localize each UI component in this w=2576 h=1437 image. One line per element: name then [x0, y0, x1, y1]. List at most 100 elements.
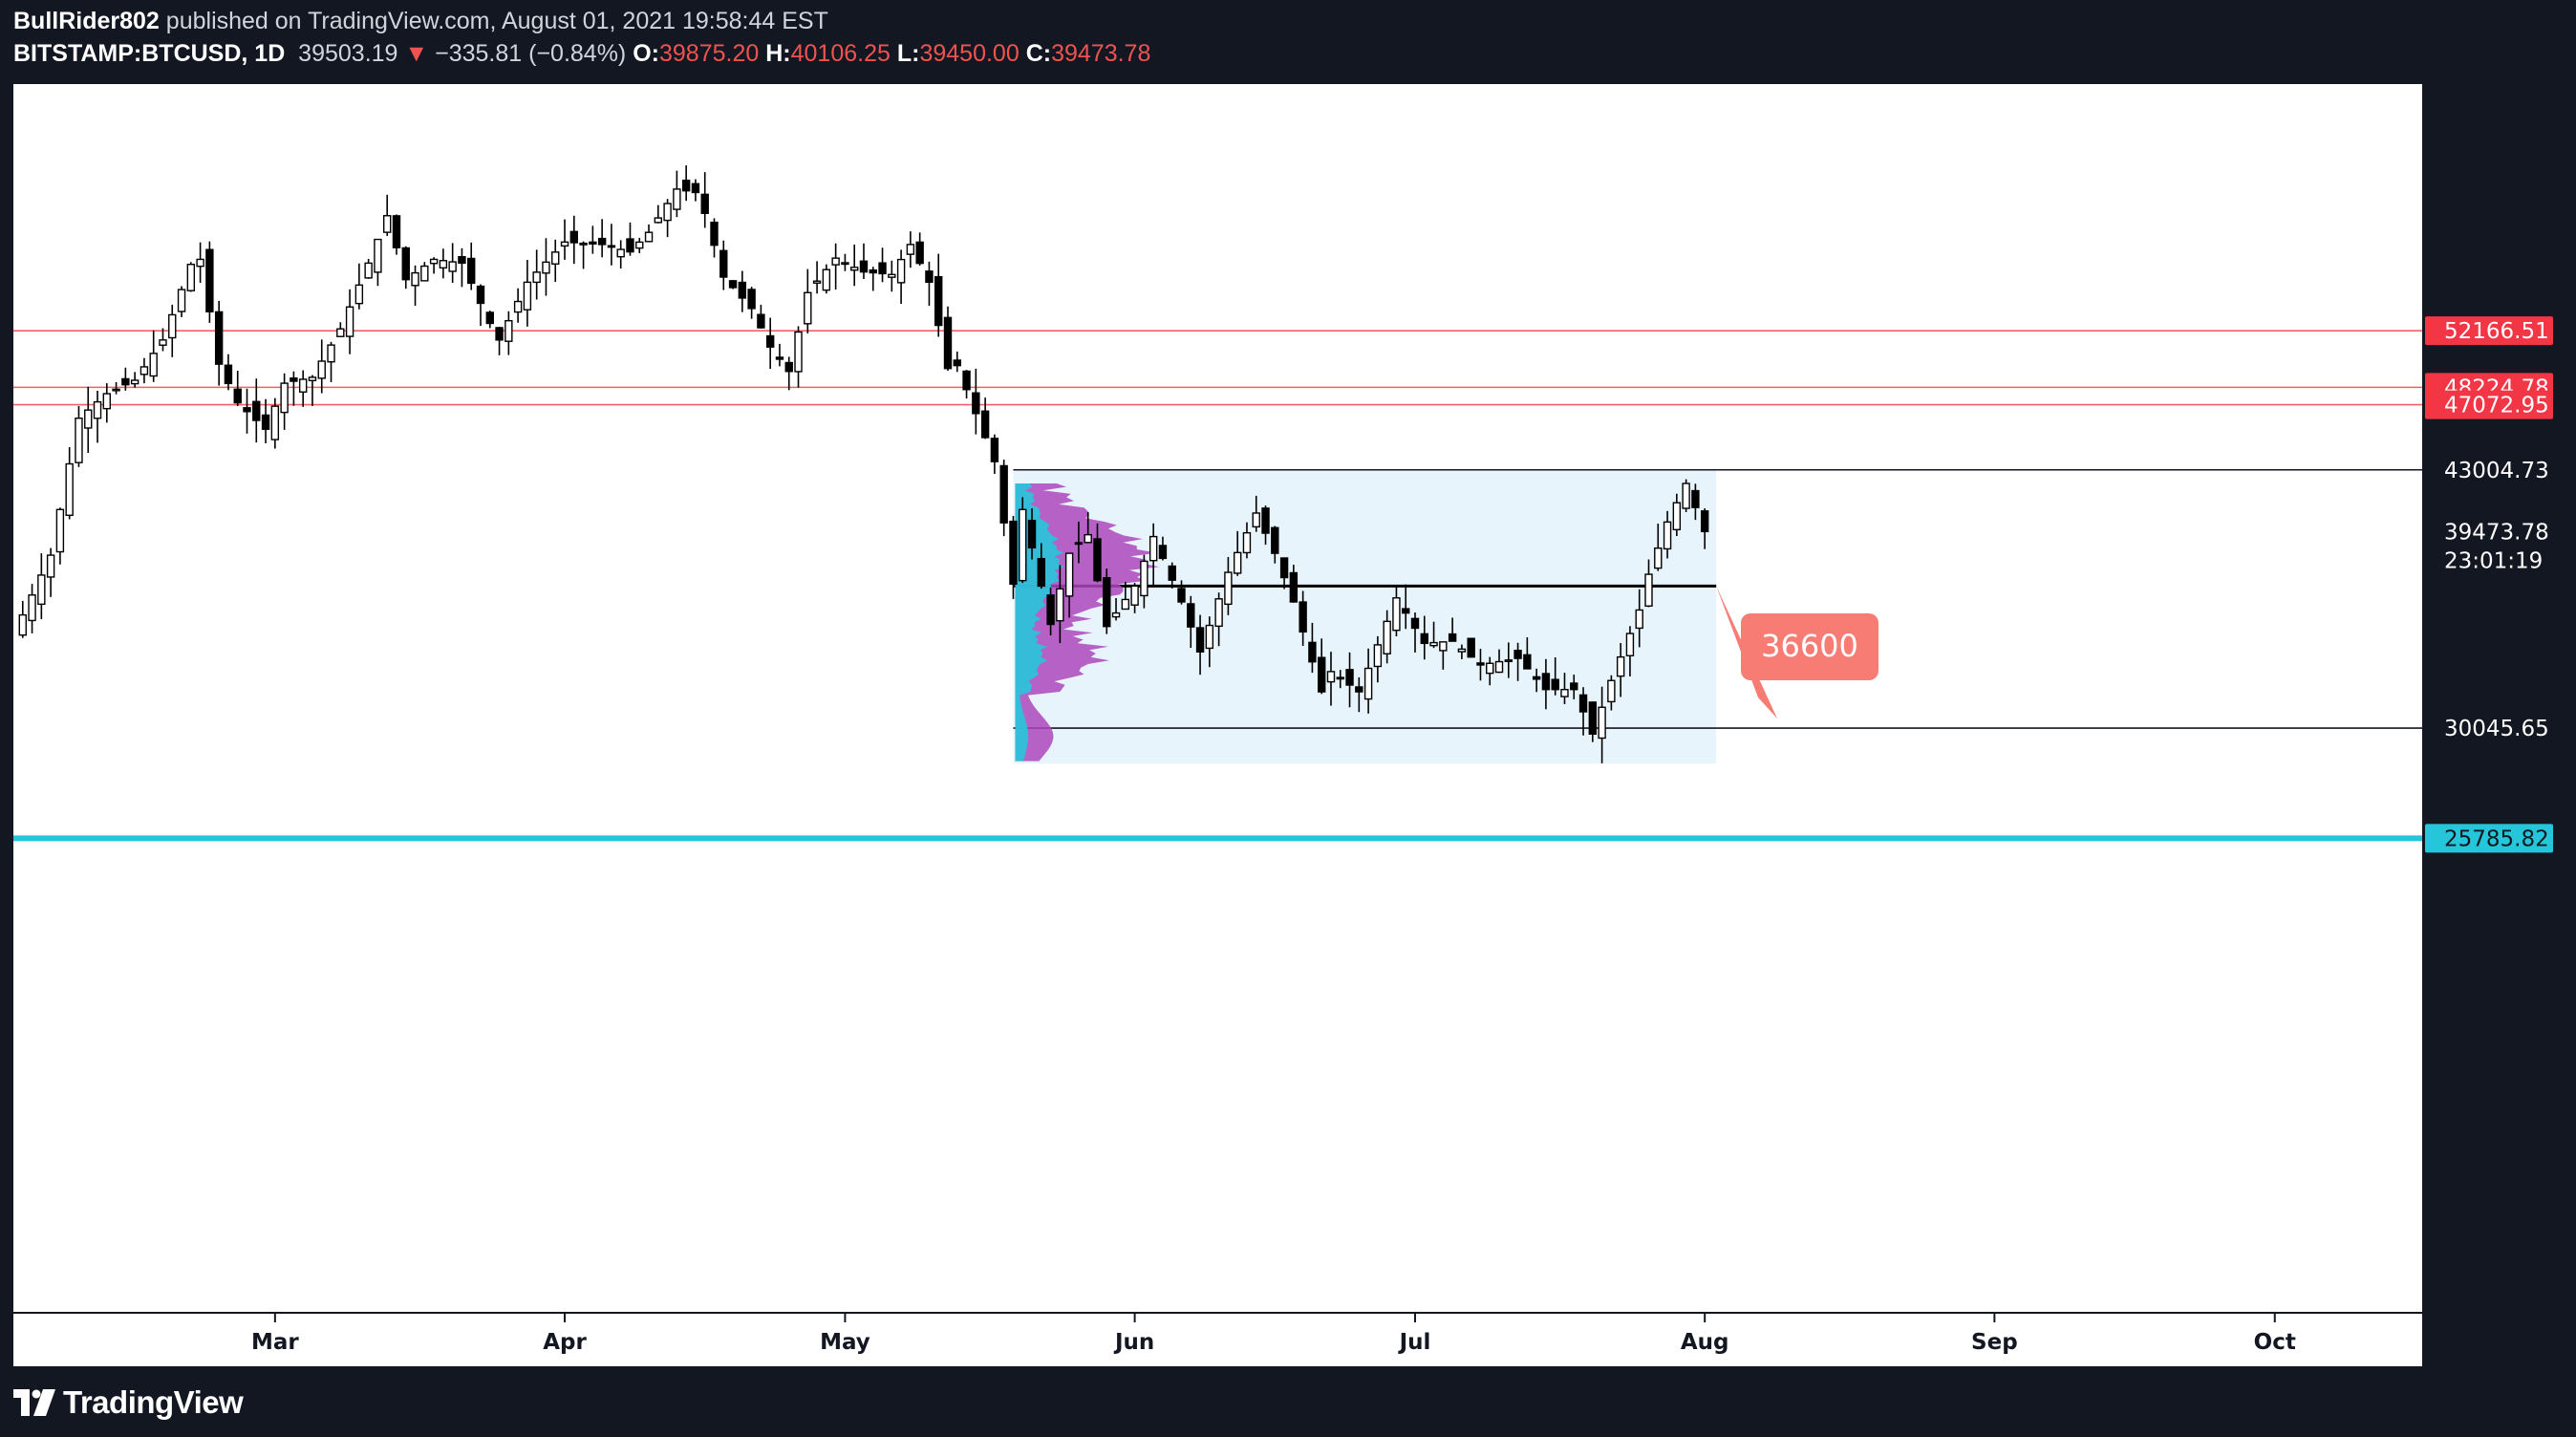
candle-body — [392, 215, 401, 248]
candle-body — [401, 247, 410, 281]
time-tick-label: May — [820, 1330, 870, 1355]
candle-body — [1299, 601, 1307, 633]
price-label-text: 52166.51 — [2444, 319, 2549, 344]
price-tick-label: 62500.00 — [2444, 189, 2549, 214]
candle-body — [37, 574, 46, 606]
candle-body — [888, 273, 896, 278]
candle-body — [1607, 679, 1616, 703]
candle-body — [1551, 678, 1559, 691]
candle-body — [906, 244, 915, 255]
candle-body — [700, 193, 709, 214]
price-label-text: 30045.65 — [2444, 717, 2549, 741]
candle-body — [859, 260, 869, 273]
candle-body — [93, 400, 102, 419]
candle-body — [1691, 489, 1700, 508]
candle-body — [1140, 560, 1148, 597]
author-name[interactable]: BullRider802 — [13, 8, 160, 34]
candle-body — [1578, 694, 1588, 713]
time-tick-label: Jun — [1113, 1330, 1154, 1355]
candle-body — [579, 242, 588, 246]
candle-body — [719, 249, 728, 278]
candle-body — [542, 261, 550, 274]
candle-body — [1476, 662, 1485, 666]
time-tick-label: Aug — [1681, 1330, 1729, 1355]
close-value: 39473.78 — [1051, 40, 1151, 67]
price-tick-label: 67500.00 — [2444, 134, 2549, 159]
candle-body — [681, 180, 691, 192]
candle-body — [270, 405, 280, 440]
candle-body — [626, 238, 634, 253]
candle-body — [177, 289, 186, 312]
candle-body — [18, 613, 27, 636]
candle-body — [1560, 688, 1569, 697]
candle-body — [1392, 597, 1401, 632]
price-label-box — [2425, 455, 2553, 484]
candle-body — [831, 257, 840, 266]
candle-body — [112, 388, 120, 392]
candle-body — [364, 262, 373, 279]
candle-body — [411, 271, 419, 287]
tradingview-logo[interactable]: TradingView — [13, 1384, 244, 1420]
price-label-text: 43004.73 — [2444, 459, 2549, 483]
publish-info: BullRider802 published on TradingView.co… — [13, 8, 828, 35]
candle-body — [336, 328, 345, 337]
candle-body — [476, 285, 485, 305]
candle-body — [1111, 611, 1121, 618]
candle-body — [850, 267, 859, 271]
candle-body — [121, 377, 130, 386]
candle-body — [1355, 686, 1363, 693]
candle-body — [915, 241, 924, 265]
price-chart[interactable]: 36600 72500.00 67500.00 62500.00 58500.00 54… — [0, 0, 2576, 1366]
candle-body — [1448, 633, 1457, 642]
brand-name: TradingView — [63, 1384, 244, 1420]
open-value: 39875.20 — [659, 40, 760, 67]
candle-body — [1064, 552, 1074, 597]
price-label-box — [2425, 517, 2553, 575]
down-arrow-icon: ▼ — [404, 40, 429, 67]
symbol-label: BITSTAMP:BTCUSD, 1D — [13, 40, 286, 67]
candle-body — [1261, 507, 1270, 534]
high-label: H: — [765, 40, 791, 67]
price-label-box — [2425, 714, 2553, 743]
price-label-text: 47072.95 — [2444, 394, 2549, 418]
candle-body — [804, 291, 812, 325]
candle-body — [1570, 682, 1578, 691]
candle-body — [775, 356, 784, 360]
candle-body — [972, 392, 980, 415]
candle-body — [1523, 654, 1532, 670]
candle-body — [589, 241, 597, 245]
candle-body — [1084, 533, 1092, 544]
candle-body — [1121, 598, 1130, 611]
callout-text: 36600 — [1761, 628, 1858, 664]
price-label-text: 25785.82 — [2444, 826, 2549, 851]
candle-body — [1279, 557, 1289, 579]
candle-body — [1233, 551, 1242, 574]
candle-body — [1252, 512, 1260, 528]
candle-body — [159, 339, 167, 346]
close-label: C: — [1025, 40, 1052, 67]
candle-body — [747, 289, 756, 310]
time-axis[interactable]: Mar Apr May Jun Jul Aug Sep Oct — [251, 1313, 2296, 1355]
candle-body — [1027, 519, 1037, 549]
candle-body — [1467, 637, 1475, 658]
price-tick-label: 50500.00 — [2444, 343, 2549, 368]
price-tick-label: 22000.00 — [2444, 941, 2549, 966]
time-tick-label: Jul — [1398, 1330, 1431, 1355]
candle-body — [243, 407, 251, 413]
candle-body — [1383, 620, 1391, 654]
candle-body — [298, 378, 308, 393]
candle-body — [130, 379, 140, 385]
candle-body — [374, 238, 382, 273]
candle-body — [1345, 669, 1354, 686]
candle-body — [673, 188, 681, 210]
candle-body — [1214, 598, 1223, 628]
candle-body — [1187, 603, 1195, 628]
candle-body — [317, 360, 326, 379]
candle-body — [1009, 520, 1018, 585]
candle-body — [1457, 648, 1467, 653]
candle-body — [205, 248, 214, 312]
candle-body — [1644, 573, 1653, 607]
time-tick-label: Sep — [1971, 1330, 2018, 1355]
candle-body — [429, 258, 439, 265]
candle-body — [1654, 547, 1663, 569]
